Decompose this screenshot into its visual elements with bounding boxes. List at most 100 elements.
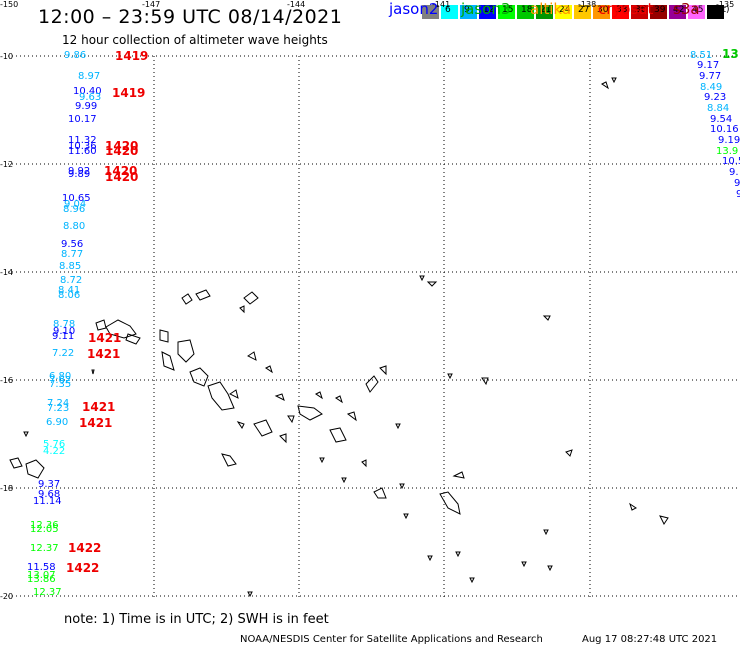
swh-value: 9	[734, 178, 740, 189]
island-outline	[181, 293, 193, 305]
swh-value: 9.37	[38, 479, 61, 490]
color-scale-tick: 30	[597, 5, 609, 15]
longitude-label: -147	[142, 0, 161, 9]
island-outline	[297, 405, 323, 421]
island-outline	[346, 411, 357, 422]
swh-value: 8.51	[690, 50, 713, 61]
swh-value: 8.06	[58, 290, 81, 301]
color-swatch	[536, 5, 553, 19]
color-scale-tick: 42	[673, 5, 685, 15]
island-outline	[236, 421, 245, 429]
island-outline	[341, 477, 347, 484]
color-scale-tick: 27	[578, 5, 590, 15]
island-outline	[161, 351, 175, 371]
swh-value: 9	[736, 189, 740, 200]
map-grid	[8, 55, 740, 600]
color-swatch	[707, 5, 724, 19]
swh-value: 7.24	[47, 398, 70, 409]
island-outline	[253, 419, 273, 437]
island-outline	[189, 367, 209, 387]
island-outline	[95, 319, 107, 331]
credit-text: NOAA/NESDIS Center for Satellite Applica…	[240, 634, 543, 645]
swh-value: 7.62	[49, 375, 72, 386]
island-outline	[452, 471, 465, 479]
island-outline	[629, 502, 637, 511]
swh-value: 9.23	[704, 92, 727, 103]
latitude-label: -16	[0, 376, 14, 385]
color-swatch	[555, 5, 572, 19]
page-title: 12:00 – 23:59 UTC 08/14/2021	[38, 6, 343, 28]
island-outline	[455, 551, 461, 558]
island-outline	[543, 529, 549, 536]
island-outline	[247, 591, 253, 598]
island-outline	[427, 555, 433, 562]
island-outline	[542, 315, 551, 321]
color-swatch	[479, 5, 496, 19]
pass-time-label: 1420	[105, 139, 139, 153]
color-scale-tick: 45	[692, 5, 704, 15]
swh-value: 12.37	[30, 543, 59, 554]
longitude-label: -144	[287, 0, 306, 9]
island-outline	[207, 381, 235, 411]
color-scale-tick: 12	[483, 5, 495, 15]
island-outline	[361, 459, 367, 468]
swh-value: 8.41	[58, 285, 81, 296]
swh-value: 8.84	[707, 103, 730, 114]
swh-value: 9.89	[68, 169, 91, 180]
pass-time-label: 1420	[105, 170, 139, 184]
pass-time-label: 1421	[79, 416, 113, 430]
color-swatch	[631, 5, 648, 19]
island-outline	[399, 483, 405, 490]
swh-value: 9.99	[75, 101, 98, 112]
color-scale-tick: 21	[540, 5, 552, 15]
swh-value: 9.	[729, 167, 739, 178]
satellite-s3a: s3a	[673, 0, 700, 18]
color-swatch	[422, 5, 439, 19]
longitude-label: -141	[432, 0, 451, 9]
pass-time-label: 1421	[82, 400, 116, 414]
color-scale-unit: (ft)	[716, 5, 730, 15]
color-swatch	[441, 5, 458, 19]
swh-value: 9.63	[79, 92, 102, 103]
island-outline	[659, 515, 669, 525]
swh-value: 10.5	[722, 156, 740, 167]
island-outline	[25, 459, 45, 479]
island-outline	[243, 291, 259, 305]
color-scale-tick: 36	[635, 5, 647, 15]
latitude-label: -12	[0, 160, 14, 169]
swh-value: 9.68	[38, 489, 61, 500]
color-swatch	[517, 5, 534, 19]
swh-value: 10.17	[68, 114, 97, 125]
pass-time-label: 1419	[112, 86, 146, 100]
island-outline	[481, 377, 489, 386]
swh-value: 9.54	[710, 114, 733, 125]
island-outlines	[9, 77, 669, 598]
pass-time-label: 1419	[115, 49, 149, 63]
island-outline	[265, 365, 273, 374]
swh-value: 10.36	[68, 141, 97, 152]
swh-value: 9.04	[64, 199, 87, 210]
island-outline	[105, 319, 137, 339]
island-outline	[247, 351, 257, 361]
island-outline	[319, 457, 325, 464]
island-outline	[565, 449, 573, 457]
pass-time-label: 1420	[104, 164, 138, 178]
island-outline	[365, 375, 379, 393]
swh-value: 12.05	[30, 524, 59, 535]
swh-value: 7.22	[52, 348, 75, 359]
island-outline	[395, 423, 401, 430]
island-outline	[419, 275, 425, 282]
island-outline	[23, 431, 29, 438]
swh-value: 8.72	[60, 275, 83, 286]
swh-value: 9.77	[699, 71, 722, 82]
island-outline	[195, 289, 211, 301]
island-outline	[403, 513, 409, 520]
island-outline	[439, 491, 461, 515]
swh-value: 8.49	[700, 82, 723, 93]
island-outline	[177, 339, 195, 363]
swh-value: 6.90	[46, 417, 69, 428]
swh-value: 8.85	[59, 261, 82, 272]
island-outline	[335, 395, 343, 404]
latitude-label: -14	[0, 268, 14, 277]
